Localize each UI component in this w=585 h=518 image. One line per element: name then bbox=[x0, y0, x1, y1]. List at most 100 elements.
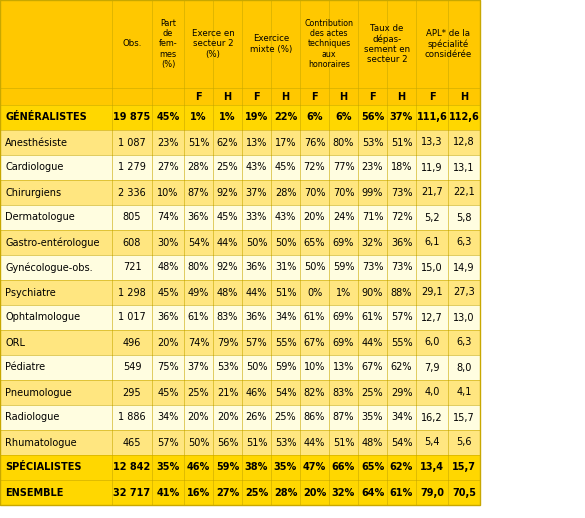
Text: 608: 608 bbox=[123, 237, 141, 248]
Text: 67%: 67% bbox=[362, 363, 383, 372]
Text: 82%: 82% bbox=[304, 387, 325, 397]
Text: 61%: 61% bbox=[390, 487, 413, 497]
Text: 99%: 99% bbox=[362, 188, 383, 197]
Text: 62%: 62% bbox=[217, 137, 238, 148]
Text: 805: 805 bbox=[123, 212, 141, 223]
Text: 59%: 59% bbox=[333, 263, 355, 272]
Text: 92%: 92% bbox=[217, 188, 238, 197]
Text: 20%: 20% bbox=[157, 338, 179, 348]
Text: 6%: 6% bbox=[335, 112, 352, 122]
Text: 35%: 35% bbox=[156, 463, 180, 472]
Text: 13,0: 13,0 bbox=[453, 312, 475, 323]
Text: 34%: 34% bbox=[391, 412, 412, 423]
Text: 73%: 73% bbox=[362, 263, 383, 272]
Text: 51%: 51% bbox=[188, 137, 209, 148]
Text: 1%: 1% bbox=[219, 112, 236, 122]
Text: 87%: 87% bbox=[333, 412, 355, 423]
Text: 71%: 71% bbox=[362, 212, 383, 223]
Text: 53%: 53% bbox=[217, 363, 238, 372]
Text: 19 875: 19 875 bbox=[113, 112, 150, 122]
Text: 73%: 73% bbox=[391, 263, 412, 272]
Text: Gynécologue-obs.: Gynécologue-obs. bbox=[5, 262, 92, 273]
Text: 36%: 36% bbox=[246, 263, 267, 272]
Text: 8,0: 8,0 bbox=[456, 363, 472, 372]
Text: 50%: 50% bbox=[304, 263, 325, 272]
Text: 48%: 48% bbox=[217, 287, 238, 297]
Bar bbox=[0, 105, 480, 130]
Text: 61%: 61% bbox=[304, 312, 325, 323]
Text: 1 886: 1 886 bbox=[118, 412, 146, 423]
Bar bbox=[0, 0, 480, 505]
Text: 24%: 24% bbox=[333, 212, 355, 223]
Bar bbox=[0, 355, 480, 380]
Text: 51%: 51% bbox=[333, 438, 355, 448]
Text: 80%: 80% bbox=[333, 137, 354, 148]
Text: 36%: 36% bbox=[188, 212, 209, 223]
Text: 74%: 74% bbox=[157, 212, 179, 223]
Text: 77%: 77% bbox=[333, 163, 355, 172]
Text: 21,7: 21,7 bbox=[421, 188, 443, 197]
Text: 16%: 16% bbox=[187, 487, 210, 497]
Text: 36%: 36% bbox=[391, 237, 412, 248]
Text: 27%: 27% bbox=[157, 163, 179, 172]
Text: 6,0: 6,0 bbox=[424, 338, 440, 348]
Text: H: H bbox=[460, 92, 468, 102]
Text: 1 087: 1 087 bbox=[118, 137, 146, 148]
Text: 5,4: 5,4 bbox=[424, 438, 440, 448]
Text: 33%: 33% bbox=[246, 212, 267, 223]
Text: 44%: 44% bbox=[246, 287, 267, 297]
Bar bbox=[0, 205, 480, 230]
Text: 7,9: 7,9 bbox=[424, 363, 440, 372]
Text: 295: 295 bbox=[123, 387, 142, 397]
Text: 44%: 44% bbox=[217, 237, 238, 248]
Text: 2 336: 2 336 bbox=[118, 188, 146, 197]
Text: 13,4: 13,4 bbox=[420, 463, 444, 472]
Text: 79%: 79% bbox=[217, 338, 238, 348]
Text: 38%: 38% bbox=[245, 463, 268, 472]
Text: ENSEMBLE: ENSEMBLE bbox=[5, 487, 63, 497]
Text: 45%: 45% bbox=[275, 163, 296, 172]
Bar bbox=[0, 430, 480, 455]
Text: 15,0: 15,0 bbox=[421, 263, 443, 272]
Text: GÉNÉRALISTES: GÉNÉRALISTES bbox=[5, 112, 87, 122]
Text: 69%: 69% bbox=[333, 237, 354, 248]
Text: 17%: 17% bbox=[275, 137, 296, 148]
Text: 10%: 10% bbox=[157, 188, 178, 197]
Text: 51%: 51% bbox=[275, 287, 296, 297]
Text: 70,5: 70,5 bbox=[452, 487, 476, 497]
Text: 37%: 37% bbox=[390, 112, 413, 122]
Text: 25%: 25% bbox=[216, 163, 238, 172]
Text: Psychiatre: Psychiatre bbox=[5, 287, 56, 297]
Text: 55%: 55% bbox=[391, 338, 412, 348]
Text: 27,3: 27,3 bbox=[453, 287, 475, 297]
Text: 53%: 53% bbox=[362, 137, 383, 148]
Text: 12,7: 12,7 bbox=[421, 312, 443, 323]
Text: Ophtalmologue: Ophtalmologue bbox=[5, 312, 80, 323]
Text: Taux de
dépas-
sement en
secteur 2: Taux de dépas- sement en secteur 2 bbox=[364, 24, 410, 64]
Text: 70%: 70% bbox=[304, 188, 325, 197]
Text: 111,6: 111,6 bbox=[417, 112, 448, 122]
Text: 57%: 57% bbox=[246, 338, 267, 348]
Text: 37%: 37% bbox=[246, 188, 267, 197]
Text: 4,0: 4,0 bbox=[424, 387, 440, 397]
Text: F: F bbox=[253, 92, 260, 102]
Text: 50%: 50% bbox=[246, 363, 267, 372]
Text: 6,1: 6,1 bbox=[424, 237, 440, 248]
Text: 57%: 57% bbox=[391, 312, 412, 323]
Text: 28%: 28% bbox=[274, 487, 297, 497]
Text: 35%: 35% bbox=[362, 412, 383, 423]
Text: 34%: 34% bbox=[157, 412, 178, 423]
Text: Pneumologue: Pneumologue bbox=[5, 387, 72, 397]
Text: 86%: 86% bbox=[304, 412, 325, 423]
Text: 721: 721 bbox=[123, 263, 142, 272]
Text: 70%: 70% bbox=[333, 188, 355, 197]
Bar bbox=[0, 305, 480, 330]
Text: 35%: 35% bbox=[274, 463, 297, 472]
Text: 90%: 90% bbox=[362, 287, 383, 297]
Text: 19%: 19% bbox=[245, 112, 268, 122]
Text: 55%: 55% bbox=[275, 338, 297, 348]
Text: 56%: 56% bbox=[217, 438, 238, 448]
Text: 21%: 21% bbox=[217, 387, 238, 397]
Bar bbox=[0, 380, 480, 405]
Text: 56%: 56% bbox=[361, 112, 384, 122]
